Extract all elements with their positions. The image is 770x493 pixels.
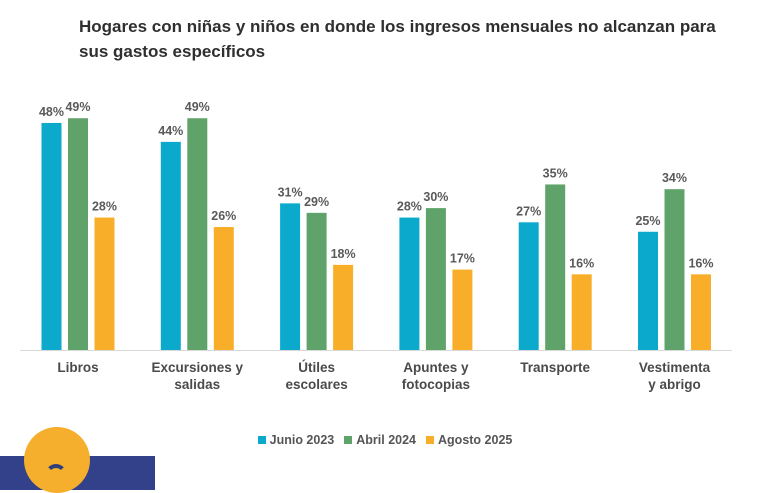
bar	[571, 274, 592, 350]
data-label: 16%	[688, 256, 713, 270]
bar	[94, 217, 115, 350]
bar	[452, 269, 473, 350]
legend-item: Agosto 2025	[426, 433, 512, 447]
legend-swatch	[257, 436, 266, 444]
bar	[638, 231, 658, 350]
category-label: y abrigo	[648, 377, 701, 392]
chart-title: Hogares con niñas y niños en donde los i…	[79, 17, 716, 61]
smile-icon	[45, 464, 67, 486]
bar	[425, 208, 446, 350]
bar	[691, 274, 711, 350]
data-label: 26%	[211, 209, 236, 223]
data-label: 28%	[397, 200, 422, 214]
legend-item: Abril 2024	[344, 433, 416, 447]
bar	[333, 264, 354, 350]
category-label: Libros	[57, 360, 98, 375]
category-label: fotocopias	[402, 377, 470, 392]
bar	[518, 222, 539, 350]
bar	[41, 122, 62, 351]
data-label: 28%	[92, 200, 117, 214]
category-label: Excursiones y	[152, 360, 244, 375]
data-label: 35%	[543, 166, 568, 180]
legend-item: Junio 2023	[257, 433, 335, 447]
data-label: 29%	[304, 195, 329, 209]
data-label: 49%	[65, 100, 90, 114]
bar	[187, 118, 208, 350]
bar	[280, 203, 301, 350]
category-label: salidas	[174, 377, 220, 392]
legend-swatch	[344, 436, 353, 444]
legend-label: Agosto 2025	[438, 433, 513, 447]
data-label: 17%	[450, 252, 475, 266]
bar	[160, 141, 181, 350]
data-label: 16%	[569, 256, 594, 270]
category-label: Útiles	[298, 360, 335, 375]
bar	[213, 227, 234, 350]
category-label: Transporte	[520, 360, 590, 375]
category-label: escolares	[285, 377, 347, 392]
data-label: 31%	[278, 185, 303, 199]
data-label: 34%	[662, 171, 687, 185]
bar	[68, 118, 88, 350]
bar	[399, 217, 420, 350]
bar	[664, 189, 685, 350]
category-label: Vestimenta	[639, 360, 711, 375]
data-label: 44%	[158, 124, 183, 138]
legend: Junio 2023 Abril 2024 Agosto 2025	[0, 433, 770, 447]
category-label: Apuntes y	[403, 360, 469, 375]
bar	[306, 212, 327, 350]
data-label: 49%	[185, 100, 210, 114]
legend-label: Abril 2024	[356, 433, 417, 447]
legend-label: Junio 2023	[269, 433, 335, 447]
data-label: 25%	[635, 214, 660, 228]
data-label: 18%	[331, 247, 356, 261]
data-label: 48%	[39, 105, 64, 119]
bar	[545, 184, 566, 350]
data-label: 27%	[516, 204, 541, 218]
legend-swatch	[426, 436, 435, 444]
data-label: 30%	[423, 190, 448, 204]
